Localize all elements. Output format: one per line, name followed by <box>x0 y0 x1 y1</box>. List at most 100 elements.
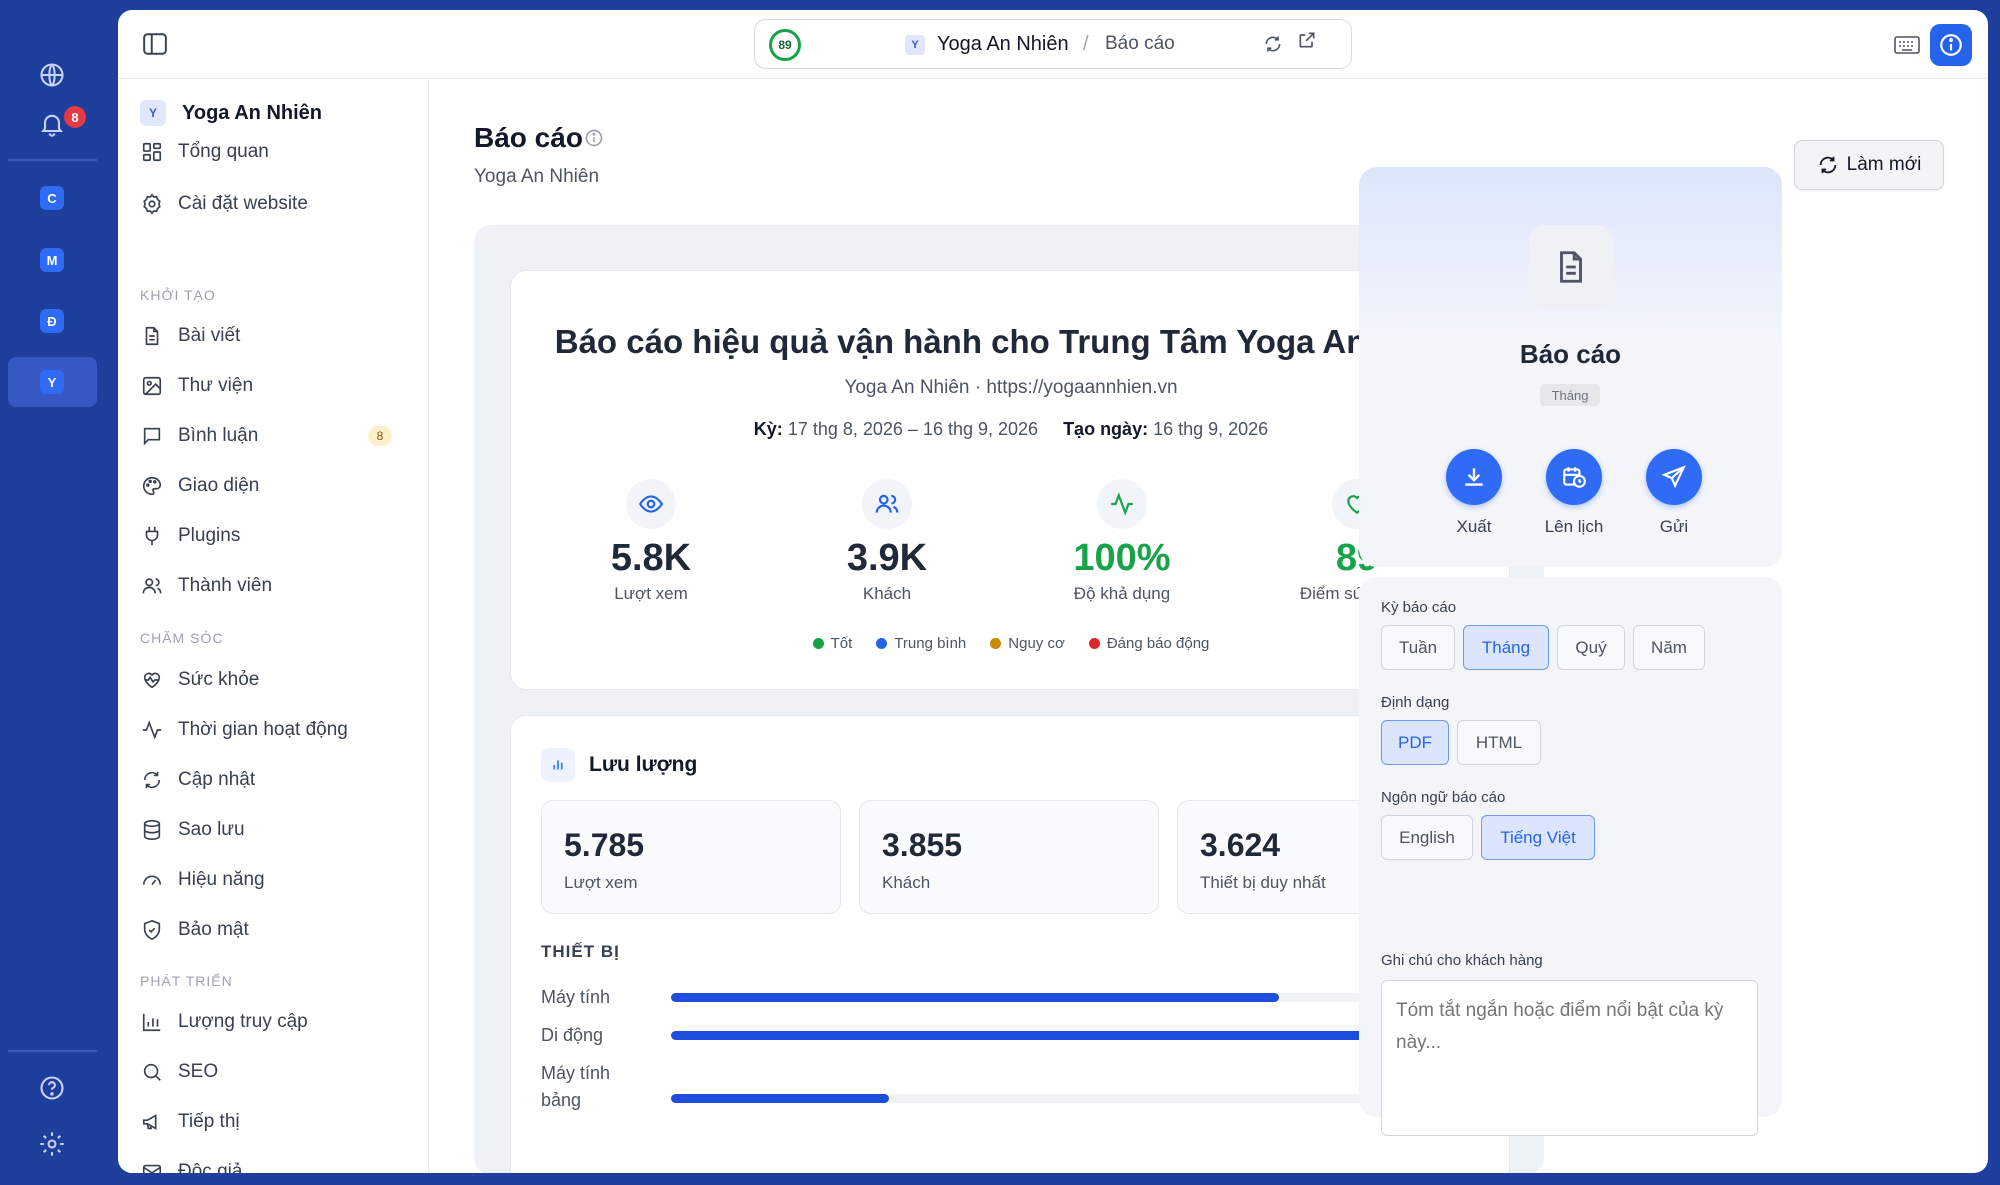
external-link-icon[interactable] <box>1297 30 1319 52</box>
kpi-value: 100% <box>1073 537 1171 579</box>
help-icon[interactable] <box>34 1070 70 1106</box>
gear-icon[interactable] <box>34 1126 70 1162</box>
sidebar-item-appearance[interactable]: Giao diện <box>140 466 420 506</box>
users-icon <box>862 479 912 529</box>
sidebar-item-label: Cập nhật <box>178 769 256 790</box>
info-button[interactable] <box>1930 24 1972 66</box>
schedule-action[interactable]: Lên lịch <box>1524 449 1624 537</box>
client-note-textarea[interactable] <box>1381 980 1758 1136</box>
traffic-header: Lưu lượng <box>541 748 697 782</box>
sidebar-item-posts[interactable]: Bài viết <box>140 316 420 356</box>
language-option-english[interactable]: English <box>1381 815 1473 860</box>
info-circle-icon[interactable] <box>584 128 604 148</box>
sidebar-item-updates[interactable]: Cập nhật <box>140 760 420 800</box>
device-label: Máy tính <box>541 987 611 1007</box>
period-option-month[interactable]: Tháng <box>1463 625 1549 670</box>
activity-icon <box>1097 479 1147 529</box>
sidebar-section-create: KHỞI TẠO <box>140 287 216 303</box>
sidebar-site-header[interactable]: Y Yoga An Nhiên <box>140 100 322 126</box>
sidebar-item-website-settings[interactable]: Cài đặt website <box>140 184 420 224</box>
sidebar-item-security[interactable]: Bảo mật <box>140 910 420 950</box>
send-action[interactable]: Gửi <box>1624 449 1724 537</box>
language-option-vietnamese[interactable]: Tiếng Việt <box>1481 815 1595 860</box>
kpi-value: 5.8K <box>610 537 692 579</box>
note-field-label: Ghi chú cho khách hàng <box>1381 952 1543 969</box>
calendar-clock-icon[interactable] <box>1546 449 1602 505</box>
sidebar-item-label: Độc giả <box>178 1161 243 1173</box>
sidebar-item-label: Bài viết <box>178 325 241 346</box>
format-field-label: Định dạng <box>1381 694 1450 711</box>
format-option-html[interactable]: HTML <box>1457 720 1541 765</box>
keyboard-icon[interactable] <box>1894 34 1920 56</box>
period-option-week[interactable]: Tuần <box>1381 625 1455 670</box>
bell-icon[interactable] <box>34 106 70 142</box>
heart-pulse-icon <box>140 668 164 692</box>
app-window: 89 Y Yoga An Nhiên / Báo cáo Y Yoga An N… <box>118 10 1988 1173</box>
info-icon <box>1940 34 1962 56</box>
shield-icon <box>140 918 164 942</box>
sidebar-toggle-icon[interactable] <box>142 32 168 56</box>
send-icon[interactable] <box>1646 449 1702 505</box>
period-option-year[interactable]: Năm <box>1633 625 1705 670</box>
comments-count-badge: 8 <box>368 426 392 446</box>
stat-visitors: 3.855 Khách <box>859 800 1159 914</box>
sidebar-item-readers[interactable]: Độc giả <box>140 1152 420 1173</box>
bar-chart-icon <box>541 748 575 782</box>
sidebar-item-uptime[interactable]: Thời gian hoạt động <box>140 710 420 750</box>
refresh-button[interactable]: Làm mới <box>1794 140 1944 190</box>
globe-icon[interactable] <box>34 57 70 93</box>
reload-icon[interactable] <box>1263 34 1285 56</box>
report-settings-panel: Kỳ báo cáo Tuần Tháng Quý Năm Định dạng … <box>1359 577 1782 1136</box>
sidebar-item-seo[interactable]: SEO <box>140 1052 420 1092</box>
sidebar-item-marketing[interactable]: Tiếp thị <box>140 1102 420 1142</box>
refresh-button-label: Làm mới <box>1846 154 1922 175</box>
sidebar: Y Yoga An Nhiên Tổng quan Cài đặt websit… <box>118 80 429 1173</box>
legend-dot <box>1088 638 1100 649</box>
sidebar-section-care: CHĂM SÓC <box>140 630 224 646</box>
megaphone-icon <box>140 1110 164 1134</box>
sidebar-item-plugins[interactable]: Plugins <box>140 516 420 556</box>
eye-icon <box>626 479 676 529</box>
sidebar-item-backups[interactable]: Sao lưu <box>140 810 420 850</box>
page-subtitle: Yoga An Nhiên <box>474 166 600 187</box>
sidebar-item-label: Giao diện <box>178 475 260 496</box>
period-badge: Tháng <box>1540 384 1600 406</box>
sidebar-item-label: Bảo mật <box>178 919 249 940</box>
legend-dot <box>876 638 888 649</box>
sidebar-item-comments[interactable]: Bình luận 8 <box>140 416 420 456</box>
rail-site-m[interactable]: M <box>40 248 64 272</box>
report-period: Kỳ: 17 thg 8, 2026 – 16 thg 9, 2026 Tạo … <box>511 419 1511 440</box>
legend-item-average: Trung bình <box>876 635 966 652</box>
activity-icon <box>140 718 164 742</box>
report-subtitle: Yoga An Nhiên · https://yogaannhien.vn <box>844 377 1178 398</box>
devices-heading: THIẾT BỊ <box>541 942 620 961</box>
notification-badge: 8 <box>64 106 86 128</box>
sidebar-item-performance[interactable]: Hiệu năng <box>140 860 420 900</box>
rail-site-d[interactable]: Đ <box>40 309 64 333</box>
sidebar-item-members[interactable]: Thành viên <box>140 566 420 606</box>
period-option-quarter[interactable]: Quý <box>1557 625 1625 670</box>
language-field-label: Ngôn ngữ báo cáo <box>1381 789 1506 806</box>
sidebar-item-library[interactable]: Thư viện <box>140 366 420 406</box>
sidebar-item-label: Thư viện <box>178 375 254 396</box>
rail-site-c[interactable]: C <box>40 186 64 210</box>
device-label: Máy tính bảng <box>541 1063 611 1110</box>
health-score-ring: 89 <box>769 29 801 61</box>
sidebar-item-traffic[interactable]: Lượng truy cập <box>140 1002 420 1042</box>
sidebar-item-label: SEO <box>178 1061 219 1082</box>
address-bar[interactable]: 89 Y Yoga An Nhiên / Báo cáo <box>754 19 1352 69</box>
download-icon[interactable] <box>1446 449 1502 505</box>
action-label: Lên lịch <box>1544 517 1604 536</box>
stat-value: 5.785 <box>564 827 645 863</box>
format-option-pdf[interactable]: PDF <box>1381 720 1449 765</box>
rail-site-y[interactable]: Y <box>40 370 64 394</box>
period-field-label: Kỳ báo cáo <box>1381 599 1457 616</box>
kpi-value: 3.9K <box>846 537 928 579</box>
legend-dot <box>990 638 1002 649</box>
sidebar-item-overview[interactable]: Tổng quan <box>140 132 420 172</box>
kpi-label: Lượt xem <box>614 584 688 603</box>
export-action[interactable]: Xuất <box>1424 449 1524 537</box>
page-title: Báo cáo <box>474 122 583 153</box>
sidebar-item-health[interactable]: Sức khỏe <box>140 660 420 700</box>
rail-divider <box>8 159 97 161</box>
